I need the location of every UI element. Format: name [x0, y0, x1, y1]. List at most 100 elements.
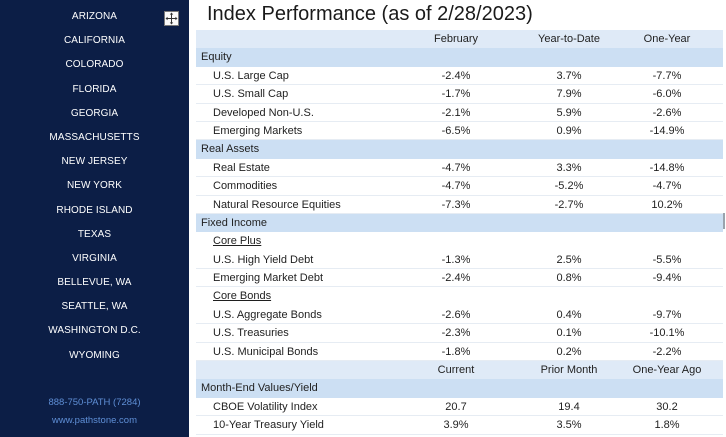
- value-february: -6.5%: [441, 124, 471, 137]
- table-row: Real Estate -4.7% 3.3% -14.8%: [196, 158, 723, 178]
- value-one-year-ago: 30.2: [656, 400, 678, 413]
- state-link-colorado[interactable]: COLORADO: [65, 59, 124, 71]
- state-link-washington-dc[interactable]: WASHINGTON D.C.: [48, 325, 141, 337]
- state-link-massachusetts[interactable]: MASSACHUSETTS: [49, 131, 140, 143]
- value-one-year: -7.7%: [652, 69, 682, 82]
- value-prior-month: 3.5%: [556, 419, 582, 432]
- state-link-florida[interactable]: FLORIDA: [72, 83, 117, 95]
- state-link-california[interactable]: CALIFORNIA: [63, 35, 125, 47]
- state-link-new-jersey[interactable]: NEW JERSEY: [61, 156, 128, 168]
- value-one-year: -9.4%: [652, 272, 682, 285]
- value-one-year: -14.9%: [649, 124, 685, 137]
- value-one-year: -10.1%: [649, 327, 685, 340]
- state-link-bellevue[interactable]: BELLEVUE, WA: [57, 277, 132, 289]
- state-link-wyoming[interactable]: WYOMING: [69, 349, 120, 361]
- value-ytd: 0.1%: [556, 327, 582, 340]
- sidebar: ARIZONA CALIFORNIA COLORADO FLORIDA GEOR…: [0, 0, 189, 437]
- value-ytd: 5.9%: [556, 106, 582, 119]
- value-february: -1.7%: [441, 88, 471, 101]
- value-ytd: 0.8%: [556, 272, 582, 285]
- row-label: U.S. Municipal Bonds: [213, 345, 319, 358]
- row-label: U.S. Large Cap: [213, 69, 289, 82]
- value-one-year: -5.5%: [652, 253, 682, 266]
- value-current: 20.7: [445, 400, 467, 413]
- table-row: U.S. Aggregate Bonds -2.6% 0.4% -9.7%: [196, 305, 723, 325]
- table-row: U.S. High Yield Debt -1.3% 2.5% -5.5%: [196, 250, 723, 270]
- state-link-rhode-island[interactable]: RHODE ISLAND: [56, 204, 133, 216]
- performance-table: February Year-to-Date One-Year Equity U.…: [196, 30, 723, 435]
- value-one-year: -14.8%: [649, 161, 685, 174]
- section-label: Real Assets: [201, 143, 260, 156]
- subsection-label: Core Plus: [213, 235, 262, 248]
- row-label: U.S. Small Cap: [213, 88, 289, 101]
- scroll-indicator[interactable]: [723, 213, 725, 229]
- value-ytd: -5.2%: [554, 180, 584, 193]
- section-header-equity: Equity: [196, 48, 723, 67]
- value-ytd: -2.7%: [554, 198, 584, 211]
- table-row: U.S. Municipal Bonds -1.8% 0.2% -2.2%: [196, 342, 723, 362]
- row-label: U.S. High Yield Debt: [213, 253, 314, 266]
- column-header-one-year: One-Year: [643, 33, 691, 45]
- state-link-new-york[interactable]: NEW YORK: [66, 180, 123, 192]
- row-label: CBOE Volatility Index: [213, 400, 318, 413]
- state-link-arizona[interactable]: ARIZONA: [71, 11, 118, 22]
- section-header-month-end: Month-End Values/Yield: [196, 379, 723, 398]
- section-header-real-assets: Real Assets: [196, 140, 723, 159]
- website-link[interactable]: www.pathstone.com: [51, 415, 137, 426]
- value-february: -2.4%: [441, 272, 471, 285]
- value-february: -1.3%: [441, 253, 471, 266]
- row-label: 10-Year Treasury Yield: [213, 419, 324, 432]
- table-row: U.S. Small Cap -1.7% 7.9% -6.0%: [196, 85, 723, 104]
- table-row: CBOE Volatility Index 20.7 19.4 30.2: [196, 397, 723, 417]
- column-header-ytd: Year-to-Date: [538, 33, 600, 45]
- value-one-year: -2.6%: [652, 106, 682, 119]
- value-ytd: 0.2%: [556, 345, 582, 358]
- row-label: Commodities: [213, 180, 278, 193]
- table-row: Developed Non-U.S. -2.1% 5.9% -2.6%: [196, 103, 723, 122]
- value-one-year: -6.0%: [652, 88, 682, 101]
- state-link-texas[interactable]: TEXAS: [77, 228, 112, 240]
- section-label: Month-End Values/Yield: [201, 382, 318, 395]
- row-label: Real Estate: [213, 161, 270, 174]
- row-label: Natural Resource Equities: [213, 198, 341, 211]
- column-header-prior-month: Prior Month: [540, 364, 598, 377]
- value-one-year: -9.7%: [652, 308, 682, 321]
- value-ytd: 3.7%: [556, 69, 582, 82]
- table-row: Emerging Markets -6.5% 0.9% -14.9%: [196, 121, 723, 141]
- table-row: U.S. Large Cap -2.4% 3.7% -7.7%: [196, 66, 723, 86]
- state-link-virginia[interactable]: VIRGINIA: [72, 252, 117, 264]
- value-february: -7.3%: [441, 198, 471, 211]
- section-header-fixed-income: Fixed Income: [196, 213, 723, 233]
- column-header-one-year-ago: One-Year Ago: [632, 364, 702, 377]
- table-row: Commodities -4.7% -5.2% -4.7%: [196, 177, 723, 196]
- move-arrows-icon[interactable]: [164, 11, 179, 26]
- subsection-header-core-bonds: Core Bonds: [196, 287, 723, 306]
- value-february: -2.3%: [441, 327, 471, 340]
- row-label: Emerging Market Debt: [213, 272, 324, 285]
- value-one-year: -4.7%: [652, 180, 682, 193]
- value-one-year-ago: 1.8%: [654, 419, 680, 432]
- column-header-february: February: [433, 33, 479, 45]
- subsection-header-core-plus: Core Plus: [196, 232, 723, 251]
- value-ytd: 3.3%: [556, 161, 582, 174]
- value-one-year: 10.2%: [651, 198, 683, 211]
- value-ytd: 0.4%: [556, 308, 582, 321]
- table-row: Emerging Market Debt -2.4% 0.8% -9.4%: [196, 269, 723, 288]
- row-label: Developed Non-U.S.: [213, 106, 314, 119]
- value-ytd: 2.5%: [556, 253, 582, 266]
- value-february: -1.8%: [441, 345, 471, 358]
- section-label: Equity: [201, 51, 232, 64]
- table-row: U.S. Treasuries -2.3% 0.1% -10.1%: [196, 324, 723, 343]
- value-ytd: 0.9%: [556, 124, 582, 137]
- value-february: -2.4%: [441, 69, 471, 82]
- value-one-year: -2.2%: [652, 345, 682, 358]
- row-label: U.S. Aggregate Bonds: [213, 308, 322, 321]
- page-title: Index Performance (as of 2/28/2023): [207, 3, 533, 25]
- state-link-georgia[interactable]: GEORGIA: [70, 107, 119, 119]
- value-february: -2.6%: [441, 308, 471, 321]
- row-label: Emerging Markets: [213, 124, 303, 137]
- state-link-seattle[interactable]: SEATTLE, WA: [61, 301, 128, 313]
- row-label: U.S. Treasuries: [213, 327, 289, 340]
- phone-link[interactable]: 888-750-PATH (7284): [48, 397, 141, 408]
- month-end-header-row: Current Prior Month One-Year Ago: [196, 361, 723, 380]
